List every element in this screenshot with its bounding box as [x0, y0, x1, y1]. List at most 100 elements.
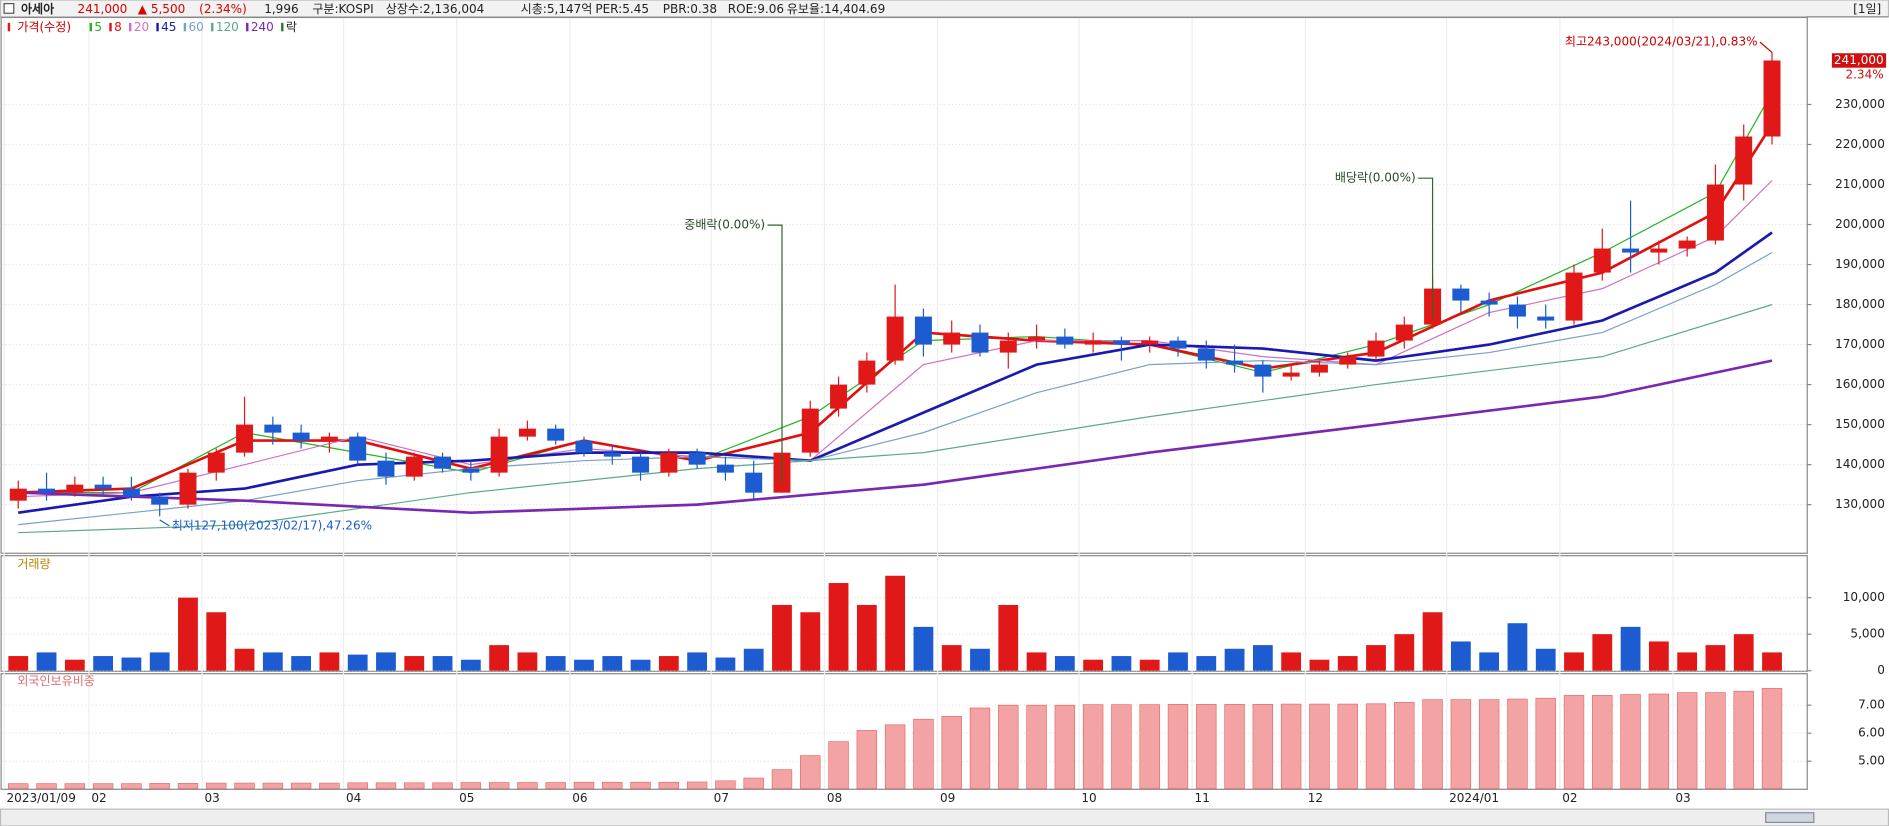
legend-swatch	[128, 22, 132, 32]
candle-body	[434, 456, 452, 469]
candle-body	[377, 460, 395, 477]
ma-line	[18, 231, 1773, 515]
x-tick-label: 02	[1562, 791, 1577, 805]
bar	[602, 656, 623, 671]
bar	[36, 783, 57, 789]
bar	[715, 657, 736, 671]
x-tick-label: 10	[1081, 791, 1096, 805]
period[interactable]: [1일]	[1853, 2, 1881, 16]
bar	[1054, 704, 1076, 789]
bar	[1733, 690, 1754, 789]
shares: 상장수:2,136,004	[386, 2, 485, 16]
scrollbar[interactable]	[0, 808, 1889, 826]
x-tick-label: 08	[827, 791, 842, 805]
bar	[376, 652, 396, 671]
bar	[630, 781, 651, 789]
low-annotation: 최저127,100(2023/02/17),47.26%	[172, 518, 372, 532]
legend-label: 120	[216, 20, 239, 34]
bar	[743, 777, 764, 789]
legend-label: 락	[286, 20, 297, 34]
x-tick-label: 09	[940, 791, 955, 805]
candle-body	[1650, 248, 1668, 253]
bar	[1676, 692, 1698, 789]
bar	[1478, 699, 1500, 789]
bar	[687, 652, 708, 671]
candle-body	[575, 440, 593, 453]
bar	[149, 652, 170, 671]
y-tick-label: 230,000	[1835, 97, 1885, 111]
bar	[1422, 612, 1443, 671]
bar	[1535, 648, 1556, 671]
bar	[290, 782, 312, 789]
candle-body	[660, 452, 678, 473]
candle-body	[886, 316, 904, 361]
candle-body	[1735, 136, 1753, 185]
bar	[121, 783, 142, 789]
bar	[1592, 634, 1613, 671]
legend-label: 60	[189, 20, 204, 34]
bar	[347, 654, 368, 671]
legend-label: 240	[251, 20, 274, 34]
legend-swatch	[211, 22, 214, 32]
legend-label: 45	[161, 20, 176, 34]
candle-body	[745, 472, 763, 493]
candle-body	[971, 332, 989, 353]
x-tick-label: 03	[1675, 791, 1690, 805]
market-cap: 시총:5,147억	[521, 2, 593, 16]
ma-line	[18, 180, 1773, 498]
bar	[828, 741, 849, 789]
candle-body	[1537, 316, 1555, 321]
y-tick-label: 130,000	[1835, 497, 1885, 511]
legend-swatch	[156, 22, 159, 32]
bar	[743, 648, 764, 671]
bar	[1677, 652, 1698, 671]
per: PER:5.45	[595, 2, 649, 16]
bar	[800, 755, 821, 789]
candle-body	[207, 452, 225, 473]
price: 241,000	[78, 2, 128, 16]
x-tick-label: 2023/01/09	[7, 791, 76, 805]
legend-swatch	[281, 22, 284, 32]
candle-body	[151, 496, 169, 505]
candle-body	[264, 424, 282, 433]
legend-label: 8	[114, 20, 122, 34]
candle-body	[716, 464, 734, 473]
bar	[1365, 703, 1387, 789]
candle-body	[38, 488, 56, 493]
bar	[1281, 652, 1302, 671]
bar	[545, 656, 566, 671]
bar	[913, 626, 934, 671]
bar	[36, 652, 57, 671]
bar	[404, 782, 425, 789]
bar	[1139, 659, 1160, 671]
candle-body	[518, 428, 536, 437]
bar	[686, 781, 708, 789]
bar	[1507, 698, 1528, 789]
bar	[998, 704, 1019, 789]
candle-body	[122, 488, 140, 497]
candle-body	[292, 432, 310, 441]
candle-body	[688, 452, 706, 465]
bar	[1026, 652, 1047, 671]
bar	[1054, 656, 1075, 671]
candle-body	[9, 488, 27, 501]
bar	[969, 707, 991, 789]
bar	[800, 612, 821, 671]
candle-body	[801, 408, 819, 453]
candle-body	[1254, 364, 1272, 377]
price-tag	[1831, 53, 1887, 68]
bar	[234, 648, 255, 671]
event-marker	[767, 224, 783, 484]
scroll-thumb[interactable]	[1765, 812, 1815, 823]
change-pct: (2.34%)	[199, 2, 247, 16]
candle-body	[236, 424, 254, 453]
candle-body	[1226, 360, 1244, 365]
y-tick-label: 6.00	[1858, 726, 1885, 740]
bar	[1082, 704, 1104, 789]
bar	[1479, 652, 1500, 671]
candle-body	[1508, 304, 1526, 317]
candle-body	[830, 384, 848, 409]
bar	[1592, 695, 1613, 789]
checkbox[interactable]	[3, 3, 15, 14]
bar	[234, 782, 255, 789]
